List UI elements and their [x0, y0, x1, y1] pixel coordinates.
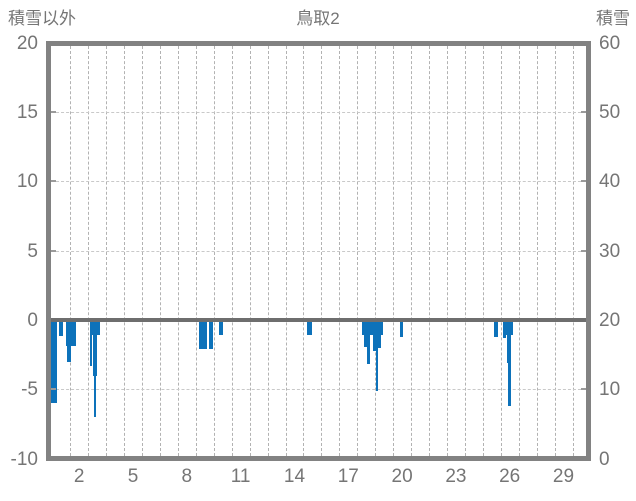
- horizontal-gridline: [51, 181, 586, 183]
- right-axis-tick-label: 30: [599, 240, 621, 262]
- left-axis-tick-mark: [51, 249, 56, 252]
- left-axis-tick-label: 0: [27, 310, 38, 331]
- right-axis-tick-label: 10: [599, 379, 621, 401]
- bar: [307, 319, 312, 336]
- left-axis-tick-mark: [51, 111, 56, 113]
- left-axis-tick-label: 20: [16, 32, 38, 54]
- right-axis-title: 積雪: [596, 9, 630, 28]
- left-axis-tick-mark: [51, 180, 56, 183]
- x-axis-tick-label: 23: [445, 466, 467, 487]
- chart-title: 鳥取2: [296, 9, 340, 28]
- right-axis-tick-label: 50: [599, 102, 621, 123]
- left-axis-tick-label: -5: [21, 379, 38, 401]
- right-axis-tick-label: 0: [599, 448, 610, 470]
- horizontal-gridline: [51, 389, 586, 391]
- horizontal-gridline: [51, 250, 586, 252]
- right-axis-tick-label: 20: [599, 310, 621, 331]
- right-axis-tick-label: 40: [599, 171, 621, 193]
- left-axis-tick-label: 5: [27, 240, 38, 262]
- bar: [93, 319, 97, 418]
- bar: [494, 319, 498, 337]
- x-axis-tick-label: 11: [230, 466, 251, 487]
- right-axis-tick-mark: [581, 111, 586, 113]
- bar: [50, 319, 58, 404]
- left-axis-tick-mark: [51, 388, 56, 391]
- left-axis-tick-label: -10: [10, 448, 38, 470]
- right-axis-tick-mark: [581, 388, 586, 391]
- bar: [59, 319, 63, 336]
- horizontal-gridline: [51, 112, 586, 113]
- x-axis-tick-label: 2: [73, 466, 85, 487]
- bar: [399, 319, 403, 338]
- x-axis-tick-label: 20: [391, 466, 413, 487]
- bar: [66, 319, 76, 347]
- left-axis-tick-label: 10: [16, 171, 38, 193]
- right-axis-tick-mark: [581, 249, 586, 252]
- x-axis-tick-label: 5: [127, 466, 139, 487]
- bar: [199, 319, 207, 350]
- bar: [364, 319, 368, 347]
- bar: [373, 319, 377, 351]
- x-axis-tick-label: 29: [552, 466, 575, 487]
- right-axis-tick-label: 60: [599, 32, 621, 54]
- x-axis-tick-label: 8: [181, 466, 193, 487]
- x-axis-tick-label: 14: [283, 466, 306, 487]
- bar: [67, 319, 71, 362]
- bar: [378, 319, 382, 349]
- left-axis-tick-label: 15: [16, 102, 38, 123]
- zero-baseline: [51, 318, 586, 322]
- bar: [209, 319, 214, 350]
- bar: [376, 319, 379, 391]
- right-axis-tick-mark: [581, 180, 586, 183]
- bar: [89, 319, 93, 366]
- bar: [503, 319, 506, 338]
- bar: [507, 319, 512, 406]
- bar: [367, 319, 370, 364]
- left-axis-title: 積雪以外: [8, 9, 76, 28]
- x-axis-tick-label: 17: [337, 466, 359, 487]
- x-axis-tick-label: 26: [499, 466, 521, 487]
- bar: [219, 319, 224, 336]
